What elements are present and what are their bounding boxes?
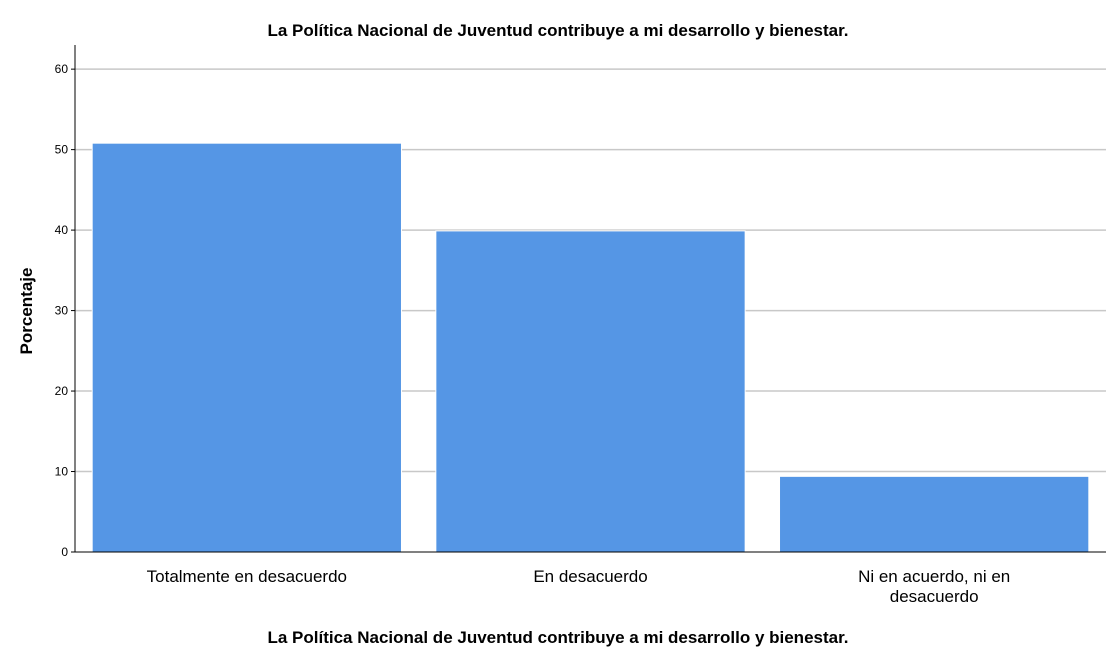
y-tick-label: 20 xyxy=(55,384,69,398)
y-axis-title: Porcentaje xyxy=(17,268,36,355)
y-tick-label: 10 xyxy=(55,465,69,479)
x-tick-labels: Totalmente en desacuerdo En desacuerdo Ni … xyxy=(147,567,1011,606)
y-tick-labels: 0 10 20 30 40 50 60 xyxy=(55,62,69,559)
bar-3 xyxy=(779,475,1090,553)
x-tick-label: Totalmente en desacuerdo xyxy=(147,567,347,586)
y-tick-label: 60 xyxy=(55,62,69,76)
y-tick-label: 40 xyxy=(55,223,69,237)
bars xyxy=(91,142,1090,553)
y-tick-label: 0 xyxy=(61,545,68,559)
y-tick-label: 50 xyxy=(55,143,69,157)
chart-title: La Política Nacional de Juventud contrib… xyxy=(267,21,848,40)
y-tick-label: 30 xyxy=(55,304,69,318)
bar-2 xyxy=(435,230,746,553)
axes xyxy=(71,45,1106,553)
x-tick-label: En desacuerdo xyxy=(533,567,647,586)
bar-1 xyxy=(91,142,402,553)
x-axis-title: La Política Nacional de Juventud contrib… xyxy=(267,628,848,647)
x-tick-label: Ni en acuerdo, ni en desacuerdo xyxy=(858,567,1010,606)
